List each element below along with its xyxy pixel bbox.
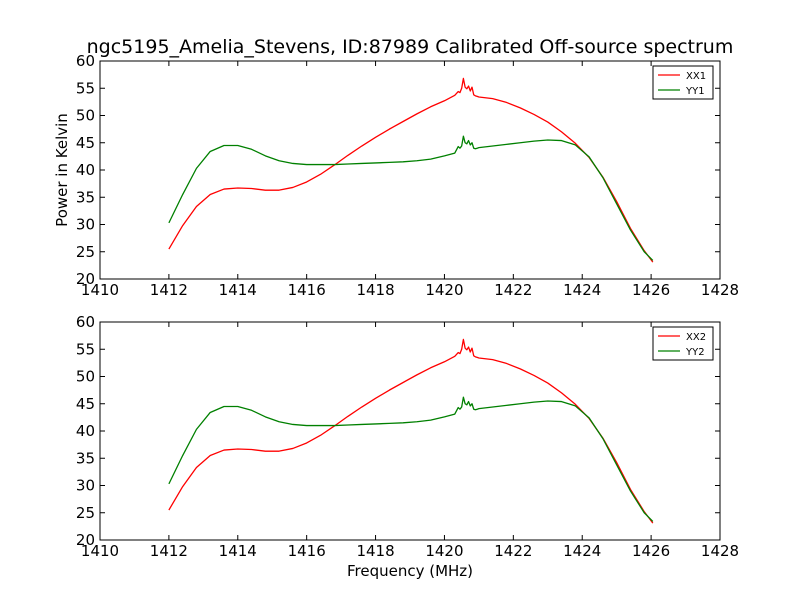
y-tick-label: 55 xyxy=(76,79,95,97)
x-tick-label: 1418 xyxy=(356,542,394,560)
legend-box xyxy=(652,326,714,361)
series-group xyxy=(168,77,654,263)
y-tick-label: 30 xyxy=(76,477,95,495)
y-tick-label: 30 xyxy=(76,216,95,234)
y-tick-label: 35 xyxy=(76,188,95,206)
x-tick-label: 1424 xyxy=(563,281,601,299)
y-tick-label: 40 xyxy=(76,161,95,179)
x-tick-label: 1422 xyxy=(494,281,532,299)
legend-label-xx2: XX2 xyxy=(686,332,706,343)
y-tick-label: 55 xyxy=(76,340,95,358)
series-line-xx1 xyxy=(168,77,654,263)
x-tick-label: 1426 xyxy=(632,542,670,560)
y-tick-label: 25 xyxy=(76,504,95,522)
x-tick-label: 1410 xyxy=(81,542,119,560)
x-tick-label: 1422 xyxy=(494,542,532,560)
y-tick-label: 20 xyxy=(76,270,95,288)
y-tick-label: 35 xyxy=(76,449,95,467)
y-axis-label: Power in Kelvin xyxy=(53,113,71,227)
x-tick-label: 1414 xyxy=(219,281,257,299)
x-tick-label: 1412 xyxy=(150,542,188,560)
x-tick-label: 1424 xyxy=(563,542,601,560)
y-tick-label: 50 xyxy=(76,107,95,125)
legend-box xyxy=(652,65,714,100)
x-tick-label: 1416 xyxy=(288,281,326,299)
y-tick-label: 45 xyxy=(76,134,95,152)
x-tick-label: 1416 xyxy=(288,542,326,560)
series-line-xx2 xyxy=(168,338,654,524)
y-tick-label: 40 xyxy=(76,422,95,440)
x-tick-label: 1418 xyxy=(356,281,394,299)
x-tick-label: 1428 xyxy=(701,281,739,299)
x-tick-label: 1414 xyxy=(219,542,257,560)
axes-frame xyxy=(99,321,721,541)
x-tick-label: 1428 xyxy=(701,542,739,560)
legend-label-xx1: XX1 xyxy=(686,71,706,82)
y-tick-label: 25 xyxy=(76,243,95,261)
x-tick-label: 1420 xyxy=(425,281,463,299)
top-panel: 1410 1412 1414 1416 1418 1420 1422 1424 1426 1428… xyxy=(53,52,739,299)
x-tick-label: 1420 xyxy=(425,542,463,560)
bottom-panel: 1410 1412 1414 1416 1418 1420 1422 1424 1426 1428… xyxy=(76,313,739,580)
x-axis-label: Frequency (MHz) xyxy=(347,562,473,580)
x-tick-label: 1412 xyxy=(150,281,188,299)
y-tick-label: 45 xyxy=(76,395,95,413)
legend-label-yy1: YY1 xyxy=(685,86,705,97)
series-line-yy2 xyxy=(168,396,654,522)
series-group xyxy=(168,338,654,524)
x-tick-label: 1410 xyxy=(81,281,119,299)
x-tick-label: 1426 xyxy=(632,281,670,299)
legend-label-yy2: YY2 xyxy=(685,347,705,358)
y-tick-label: 60 xyxy=(76,313,95,331)
figure-title: ngc5195_Amelia_Stevens, ID:87989 Calibra… xyxy=(87,36,734,58)
y-tick-label: 60 xyxy=(76,52,95,70)
y-tick-label: 50 xyxy=(76,368,95,386)
y-tick-label: 20 xyxy=(76,531,95,549)
series-line-yy1 xyxy=(168,135,654,261)
axes-frame xyxy=(99,60,721,280)
